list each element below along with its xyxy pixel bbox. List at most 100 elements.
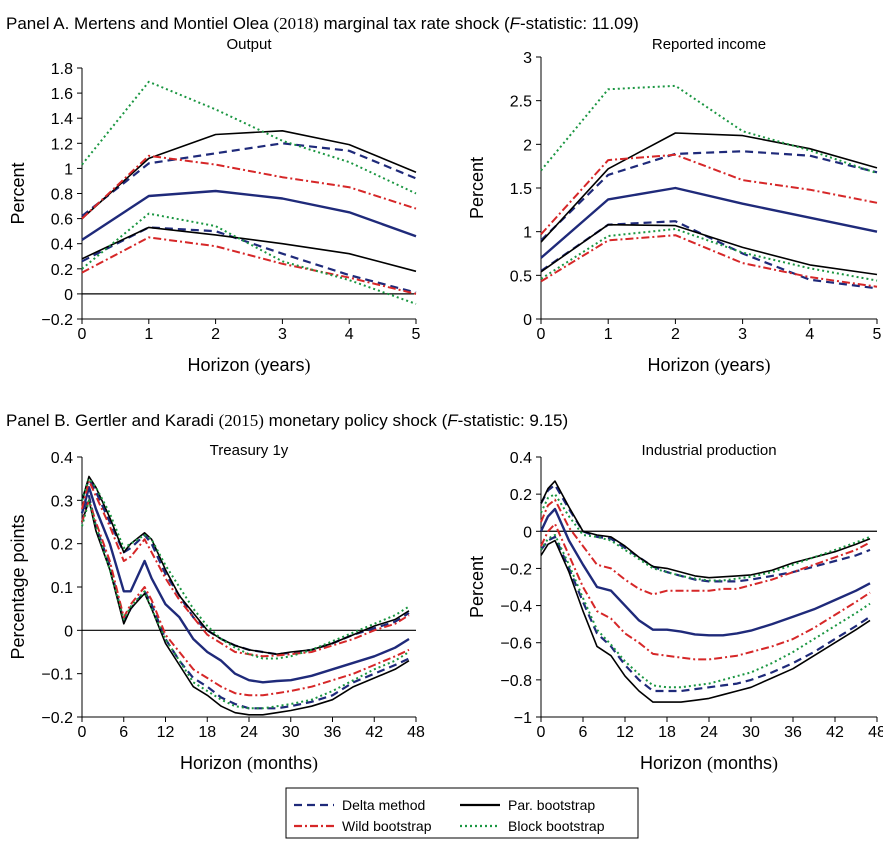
legend-label: Block bootstrap <box>508 818 605 834</box>
series-line-wild <box>540 498 871 596</box>
y-axis-label: Percentage points <box>8 514 28 659</box>
x-axis-label: Horizon (years) <box>647 355 770 376</box>
x-tick-label: 24 <box>700 724 718 741</box>
x-tick-label: 36 <box>784 724 802 741</box>
legend: Delta method Par. bootstrap Wild bootstrap… <box>285 787 639 839</box>
y-tick-label: 0.6 <box>51 212 73 229</box>
legend-label: Delta method <box>342 797 425 813</box>
series-line-delta <box>540 150 878 242</box>
x-tick-label: 1 <box>144 326 153 343</box>
y-tick-label: 1.5 <box>510 181 532 198</box>
series-line-point <box>80 486 410 684</box>
chart-title: Treasury 1y <box>210 442 289 459</box>
y-tick-label: −0.2 <box>500 561 532 578</box>
x-tick-label: 4 <box>345 326 354 343</box>
y-tick-label: 0.3 <box>51 493 73 510</box>
x-tick-label: 0 <box>78 326 87 343</box>
x-tick-label: 0 <box>537 326 546 343</box>
series-line-par <box>81 226 417 273</box>
series-line-delta <box>81 142 417 217</box>
x-tick-label: 48 <box>868 724 883 741</box>
y-tick-label: 0 <box>64 623 73 640</box>
series-line-block <box>81 499 410 710</box>
series-line-block <box>540 84 878 175</box>
x-tick-label: 2 <box>211 326 220 343</box>
series-line-block <box>540 534 871 689</box>
y-tick-label: 2.5 <box>510 94 532 111</box>
series-line-point <box>539 507 871 637</box>
x-tick-label: 18 <box>198 724 216 741</box>
x-tick-label: 5 <box>873 326 882 343</box>
x-tick-label: 6 <box>579 724 588 741</box>
y-tick-label: 0 <box>523 312 532 329</box>
series-line-delta <box>540 220 878 290</box>
x-tick-label: 12 <box>616 724 634 741</box>
y-tick-label: 1.8 <box>51 61 73 78</box>
x-tick-label: 6 <box>119 724 128 741</box>
y-tick-label: 0.4 <box>51 450 73 467</box>
x-tick-label: 12 <box>157 724 175 741</box>
series-line-par <box>540 539 871 703</box>
series-line-delta <box>80 477 410 656</box>
series-line-block <box>81 477 410 660</box>
y-tick-label: 0.4 <box>51 237 73 254</box>
x-tick-label: 48 <box>407 724 425 741</box>
x-tick-label: 0 <box>537 724 546 741</box>
series-line-wild <box>540 234 878 288</box>
chart-reported-income: 3 2.5 2 1.5 1 0.5 00 1 2 3 4 5 Reported income Horizo… <box>467 36 882 376</box>
x-tick-label: 42 <box>826 724 844 741</box>
y-axis-label: Percent <box>467 157 487 219</box>
y-tick-label: 0.8 <box>51 187 73 204</box>
chart-treasury-1y: 0.4 0.3 0.2 0.1 0 −0.1 −0.2 0 6 12 18 24 30 36 42 48 Tre… <box>8 442 425 774</box>
y-tick-label: −0.2 <box>41 312 73 329</box>
y-tick-label: −0.6 <box>500 636 532 653</box>
y-tick-label: 0.2 <box>51 537 73 554</box>
series-line-delta <box>81 226 417 294</box>
x-tick-label: 2 <box>671 326 680 343</box>
y-tick-label: 0.5 <box>510 268 532 285</box>
series-line-block <box>81 80 417 195</box>
x-tick-label: 42 <box>365 724 383 741</box>
legend-box <box>285 787 639 839</box>
y-tick-label: 1 <box>523 225 532 242</box>
series-line-delta <box>80 494 410 710</box>
y-tick-label: 1.2 <box>51 136 73 153</box>
chart-title: Reported income <box>652 36 766 53</box>
y-tick-label: −0.2 <box>41 710 73 727</box>
y-tick-label: 0.1 <box>51 580 73 597</box>
series-line-par <box>81 130 417 220</box>
x-tick-label: 1 <box>604 326 613 343</box>
x-tick-label: 30 <box>742 724 760 741</box>
series-line-point <box>540 186 878 259</box>
y-tick-label: 1 <box>64 161 73 178</box>
series-line-par <box>540 480 871 579</box>
y-axis-label: Percent <box>8 162 28 224</box>
series-line-block <box>540 493 871 582</box>
series-line-delta <box>540 535 871 693</box>
series-line-wild <box>540 522 871 661</box>
x-axis-label: Horizon (months) <box>180 753 318 774</box>
y-tick-label: −0.1 <box>41 667 73 684</box>
x-tick-label: 0 <box>78 724 87 741</box>
y-tick-label: 3 <box>523 50 532 67</box>
panel-a-title: Panel A. Mertens and Montiel Olea (2018)… <box>6 14 639 33</box>
x-tick-label: 24 <box>240 724 258 741</box>
series-line-wild <box>81 499 410 697</box>
x-tick-label: 30 <box>282 724 300 741</box>
series-line-wild <box>81 479 410 658</box>
series-line-block <box>540 228 878 282</box>
chart-output: 1.8 1.6 1.4 1.2 1 0.8 0.6 0.4 0.2 0 −0.2 0 1 2 3 4 5 Outp… <box>8 36 421 376</box>
series-line-block <box>81 212 417 305</box>
y-tick-label: 1.6 <box>51 86 73 103</box>
x-tick-label: 5 <box>412 326 421 343</box>
y-tick-label: −0.4 <box>500 599 532 616</box>
y-tick-label: 0.2 <box>510 487 532 504</box>
series-line-par <box>540 132 878 243</box>
x-tick-label: 4 <box>805 326 814 343</box>
chart-title: Output <box>226 36 272 53</box>
series-line-point <box>81 189 417 241</box>
chart-title: Industrial production <box>641 442 776 459</box>
y-tick-label: 1.4 <box>51 111 73 128</box>
x-tick-label: 3 <box>738 326 747 343</box>
